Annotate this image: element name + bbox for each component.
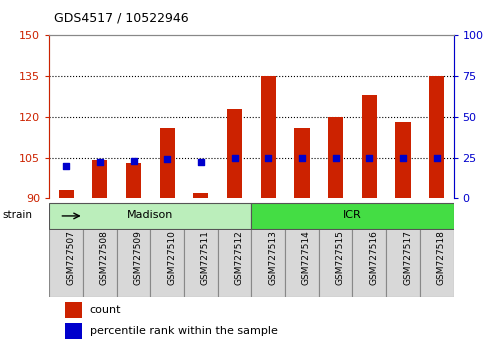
Bar: [395, 122, 411, 198]
Bar: [362, 95, 377, 198]
Bar: [126, 163, 141, 198]
Point: [399, 155, 407, 160]
Bar: [319, 227, 352, 297]
Bar: [193, 193, 209, 198]
Text: GSM727517: GSM727517: [403, 230, 412, 285]
Point: [231, 155, 239, 160]
Text: Madison: Madison: [127, 210, 174, 221]
Text: GSM727514: GSM727514: [302, 230, 311, 285]
Text: strain: strain: [2, 210, 33, 221]
Bar: [117, 227, 150, 297]
Text: percentile rank within the sample: percentile rank within the sample: [90, 326, 278, 336]
Bar: [328, 117, 343, 198]
Text: GSM727512: GSM727512: [235, 230, 244, 285]
Bar: [261, 76, 276, 198]
Text: ICR: ICR: [343, 210, 362, 221]
Text: GSM727515: GSM727515: [336, 230, 345, 285]
Bar: [160, 128, 175, 198]
Bar: [59, 190, 74, 198]
Text: GDS4517 / 10522946: GDS4517 / 10522946: [54, 12, 189, 25]
Bar: [150, 227, 184, 297]
Bar: [49, 227, 83, 297]
Bar: [352, 227, 386, 297]
Point: [264, 155, 272, 160]
Text: GSM727513: GSM727513: [268, 230, 277, 285]
Bar: [251, 203, 454, 229]
Bar: [184, 227, 218, 297]
Bar: [294, 128, 310, 198]
Bar: [429, 76, 444, 198]
Point: [96, 160, 104, 165]
Point: [197, 160, 205, 165]
Bar: [49, 203, 251, 229]
Bar: [92, 160, 107, 198]
Text: GSM727508: GSM727508: [100, 230, 109, 285]
Bar: [227, 109, 242, 198]
Bar: [218, 227, 251, 297]
Bar: [66, 323, 82, 339]
Text: GSM727509: GSM727509: [134, 230, 142, 285]
Text: GSM727518: GSM727518: [437, 230, 446, 285]
Point: [433, 155, 441, 160]
Bar: [285, 227, 319, 297]
Bar: [66, 302, 82, 318]
Point: [163, 156, 171, 162]
Text: GSM727511: GSM727511: [201, 230, 210, 285]
Point: [298, 155, 306, 160]
Text: count: count: [90, 305, 121, 315]
Point: [332, 155, 340, 160]
Text: GSM727510: GSM727510: [167, 230, 176, 285]
Point: [130, 158, 138, 164]
Point: [365, 155, 373, 160]
Text: GSM727507: GSM727507: [66, 230, 75, 285]
Text: GSM727516: GSM727516: [369, 230, 378, 285]
Bar: [251, 227, 285, 297]
Point: [62, 163, 70, 169]
Bar: [386, 227, 420, 297]
Bar: [83, 227, 117, 297]
Bar: [420, 227, 454, 297]
